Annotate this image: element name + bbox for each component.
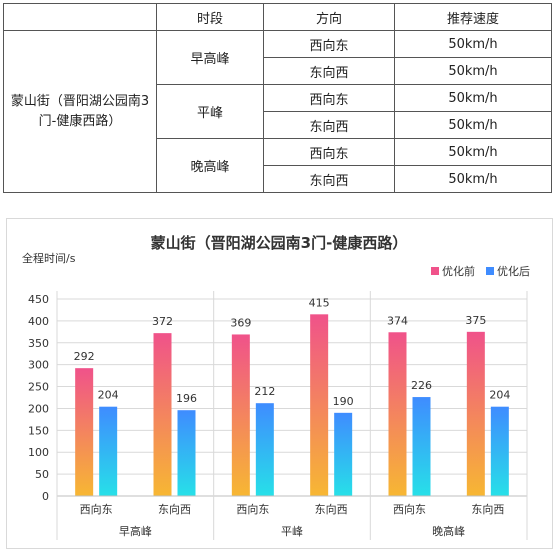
group-label: 平峰 — [281, 525, 303, 538]
table-row: 东向西 50km/h — [4, 111, 552, 139]
y-tick-label: 150 — [28, 424, 49, 437]
bar-before — [231, 334, 250, 496]
data-label: 415 — [309, 296, 330, 309]
bar-after — [490, 406, 509, 496]
y-tick-label: 250 — [28, 381, 49, 394]
speed-cell: 50km/h — [394, 30, 552, 58]
chart-frame: 蒙山街（晋阳湖公园南3门-健康西路） 全程时间/s 优化前 优化后 292 204 3… — [6, 218, 553, 549]
bar-before — [75, 368, 94, 496]
data-label: 369 — [230, 316, 251, 329]
direction-cell: 西向东 — [263, 30, 395, 58]
header-direction: 方向 — [263, 3, 395, 31]
y-tick-label: 50 — [35, 468, 49, 481]
direction-cell: 西向东 — [263, 138, 395, 166]
y-tick-label: 200 — [28, 402, 49, 415]
data-label: 204 — [489, 389, 510, 402]
period-cell: 晚高峰 — [156, 138, 264, 193]
speed-cell: 50km/h — [394, 165, 552, 193]
bar-before — [388, 332, 407, 496]
bar-after — [412, 397, 431, 496]
table-header-row: 时段 方向 推荐速度 — [3, 3, 552, 31]
data-label: 226 — [411, 379, 432, 392]
axes: 0 50 100 150 200 250 300 350 400 450 西向东 东向西 西向东 东向西 西… — [28, 291, 528, 540]
speed-cell: 50km/h — [394, 84, 552, 112]
y-tick-label: 100 — [28, 446, 49, 459]
y-tick-label: 300 — [28, 359, 49, 372]
table-row: 晚高峰 西向东 50km/h — [4, 138, 552, 193]
bar-chart: 蒙山街（晋阳湖公园南3门-健康西路） 全程时间/s 优化前 优化后 292 204 3… — [22, 234, 530, 540]
direction-cell: 东向西 — [263, 165, 395, 193]
x-tick-label: 东向西 — [158, 502, 191, 516]
data-label: 372 — [152, 315, 173, 328]
legend-label: 优化后 — [497, 264, 530, 278]
table-row: 东向西 50km/h — [4, 165, 552, 193]
bar-before — [310, 314, 329, 496]
bar-after — [255, 403, 274, 496]
table-row: 东向西 50km/h — [4, 57, 552, 85]
speed-cell: 50km/h — [394, 57, 552, 85]
group-label: 早高峰 — [119, 524, 152, 538]
bar-after — [334, 412, 353, 496]
y-tick-label: 400 — [28, 315, 49, 328]
legend-swatch — [431, 267, 439, 275]
bar-after — [99, 406, 118, 496]
header-road — [3, 3, 157, 31]
chart-title: 蒙山街（晋阳湖公园南3门-健康西路） — [151, 234, 408, 252]
data-label: 212 — [254, 385, 275, 398]
speed-table: 时段 方向 推荐速度 蒙山街（晋阳湖公园南3门-健康西路） 早高峰 西向东 50… — [3, 3, 552, 193]
period-cell: 平峰 — [156, 84, 264, 139]
data-label: 375 — [465, 314, 486, 327]
speed-cell: 50km/h — [394, 138, 552, 166]
direction-cell: 西向东 — [263, 84, 395, 112]
period-cell: 早高峰 — [156, 30, 264, 85]
x-tick-label: 西向东 — [80, 502, 113, 516]
x-tick-label: 东向西 — [315, 502, 348, 516]
y-axis-label: 全程时间/s — [22, 251, 76, 265]
direction-cell: 东向西 — [263, 57, 395, 85]
y-tick-label: 450 — [28, 293, 49, 306]
x-tick-label: 东向西 — [471, 502, 504, 516]
y-tick-label: 350 — [28, 337, 49, 350]
grid-lines — [57, 298, 527, 497]
y-tick-label: 0 — [42, 490, 49, 503]
group-label: 晚高峰 — [432, 524, 465, 538]
table-row: 蒙山街（晋阳湖公园南3门-健康西路） 早高峰 西向东 50km/h — [3, 30, 552, 193]
bar-before — [466, 331, 485, 496]
data-label: 204 — [98, 389, 119, 402]
data-label: 374 — [387, 314, 408, 327]
chart-legend: 优化前 优化后 — [431, 264, 530, 278]
legend-swatch — [486, 267, 494, 275]
direction-cell: 东向西 — [263, 111, 395, 139]
road-name-cell: 蒙山街（晋阳湖公园南3门-健康西路） — [3, 30, 157, 193]
speed-cell: 50km/h — [394, 111, 552, 139]
data-label: 292 — [74, 350, 95, 363]
legend-label: 优化前 — [442, 264, 475, 278]
bar-before — [153, 333, 172, 496]
x-tick-label: 西向东 — [236, 502, 269, 516]
data-label: 190 — [333, 395, 354, 408]
x-tick-label: 西向东 — [393, 502, 426, 516]
bar-after — [177, 410, 196, 496]
data-label: 196 — [176, 392, 197, 405]
bars: 292 204 372 196 369 212 415 190 374 226 375 204 — [74, 296, 510, 496]
header-period: 时段 — [156, 3, 264, 31]
header-speed: 推荐速度 — [394, 3, 552, 31]
